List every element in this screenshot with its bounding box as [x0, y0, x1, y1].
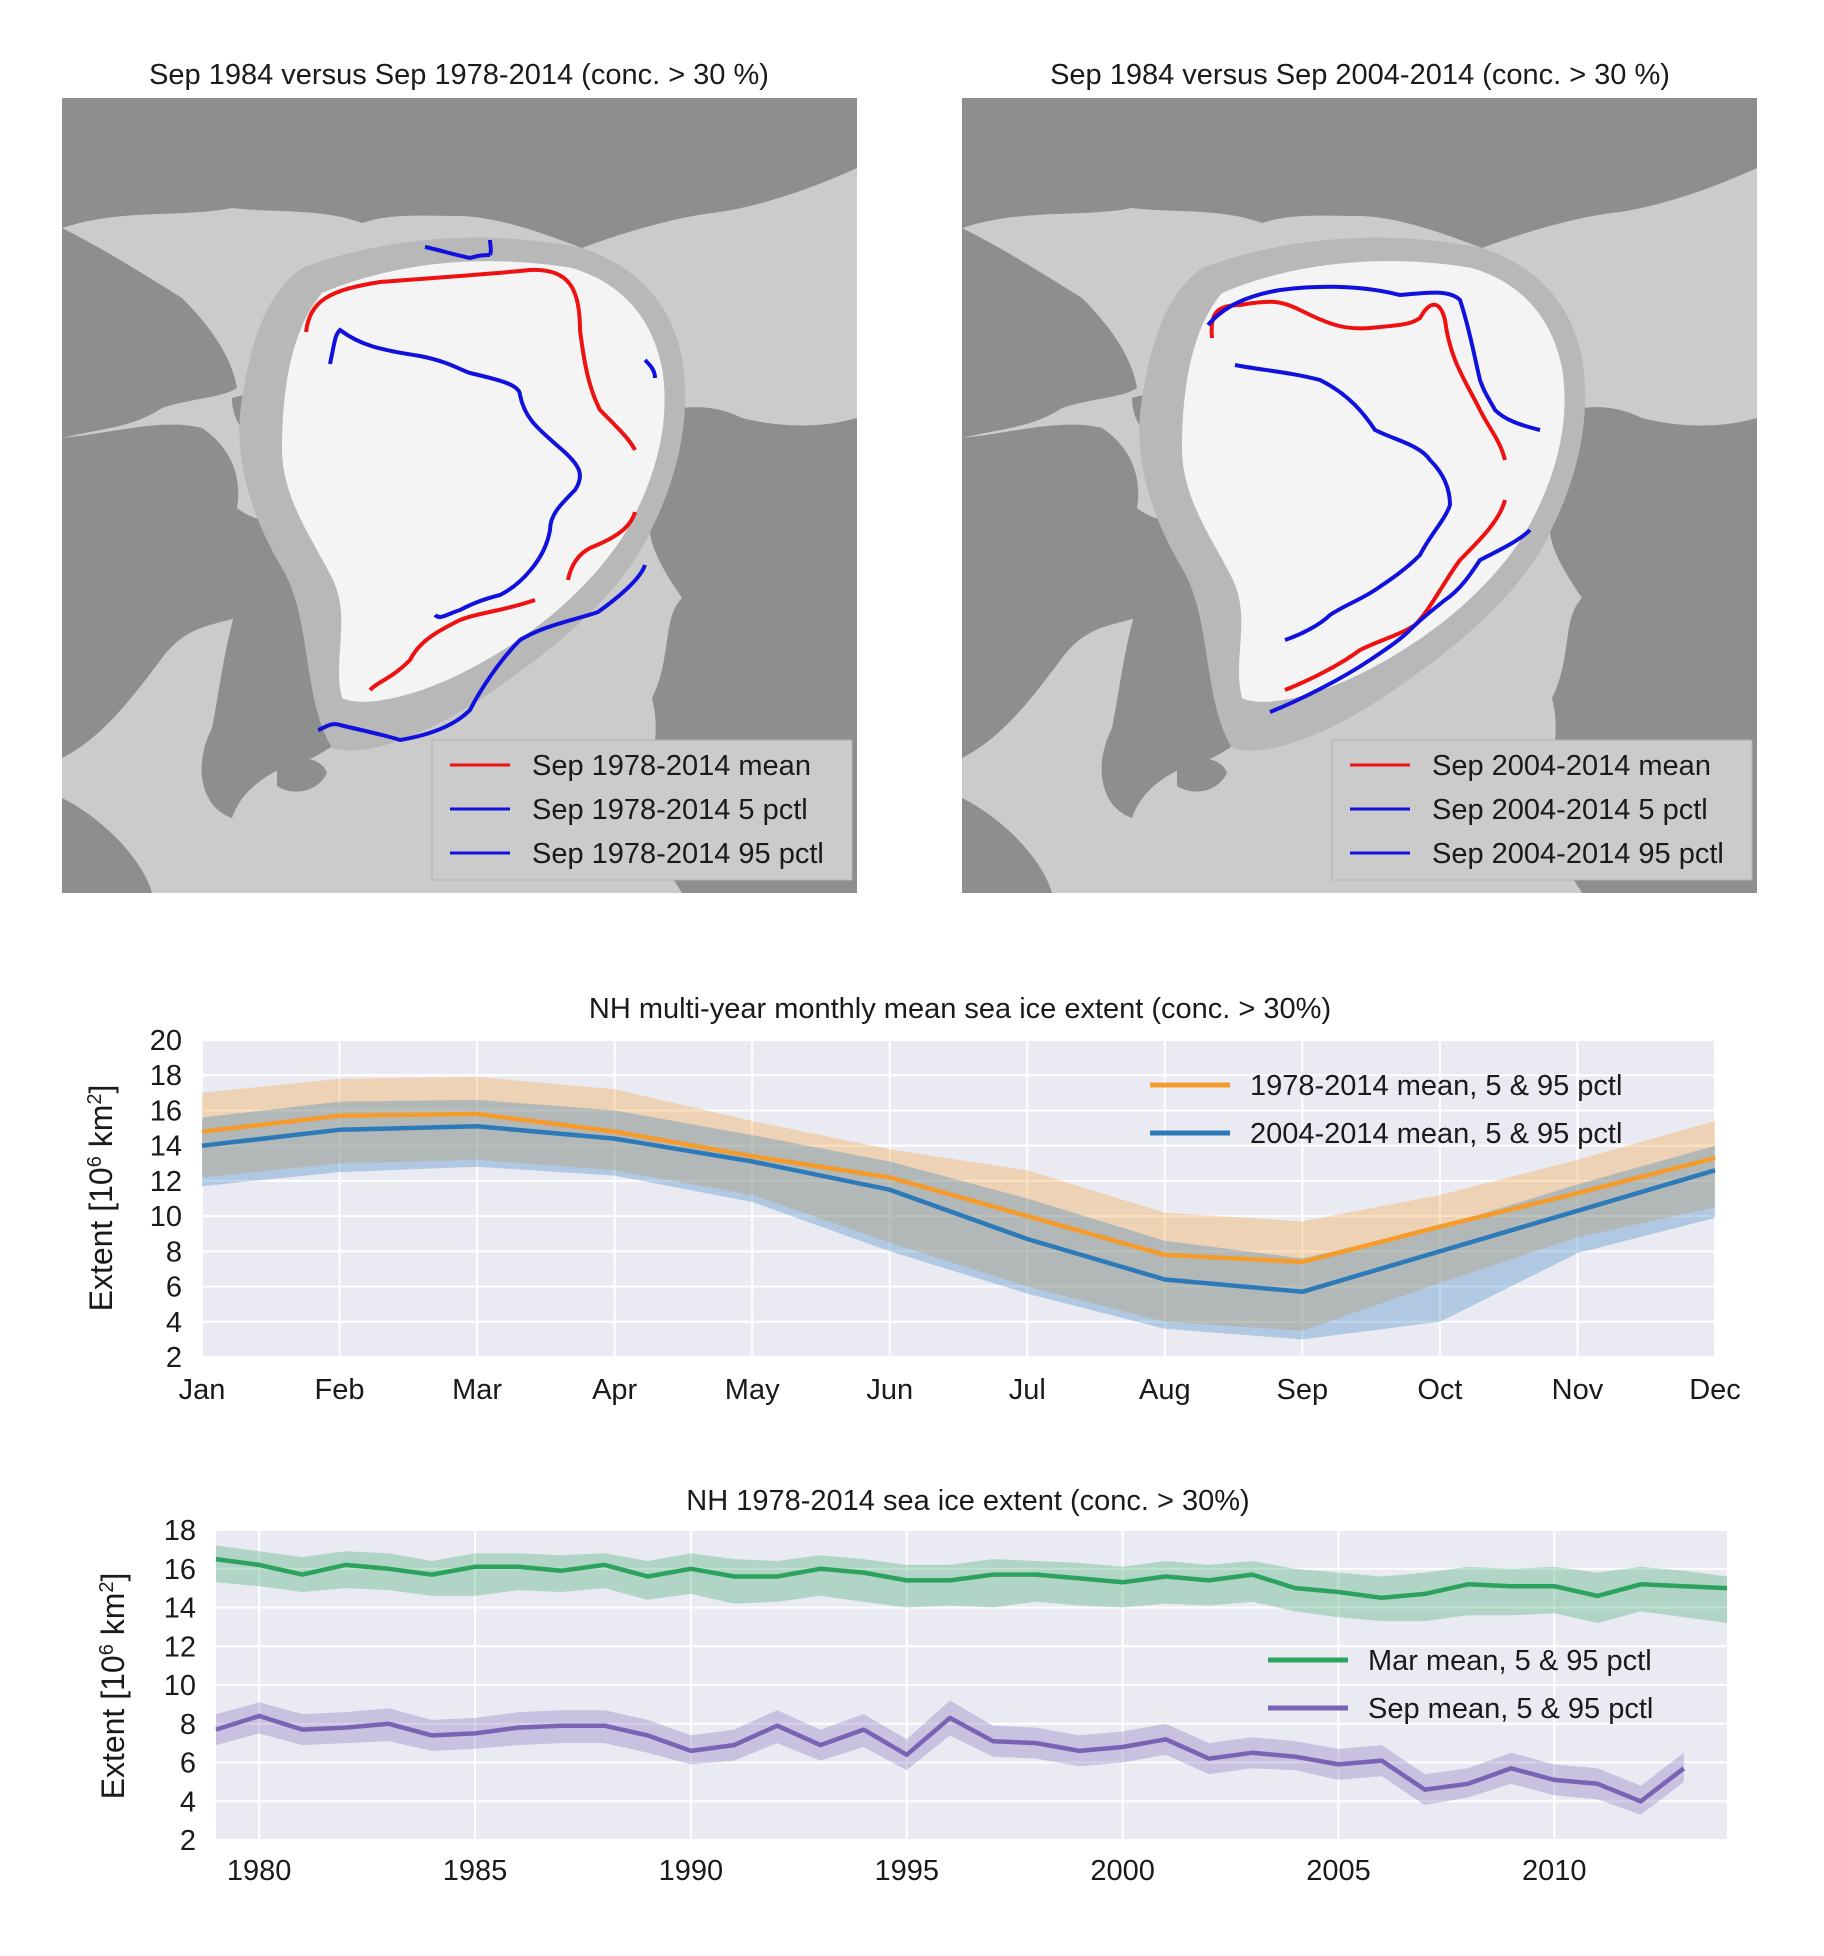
legend-label: Sep 2004-2014 95 pctl: [1432, 838, 1724, 870]
y-tick-label: 6: [166, 1272, 182, 1304]
x-tick-label: Jun: [866, 1374, 913, 1406]
legend-label: Sep 1978-2014 mean: [532, 750, 811, 782]
legend-label: 2004-2014 mean, 5 & 95 pctl: [1250, 1118, 1622, 1150]
y-tick-label: 8: [166, 1236, 182, 1268]
chart-2-title: NH 1978-2014 sea ice extent (conc. > 30%…: [686, 1485, 1249, 1517]
x-tick-label: Sep: [1277, 1374, 1329, 1406]
x-tick-label: 1980: [227, 1855, 292, 1887]
legend-label: Sep 2004-2014 5 pctl: [1432, 794, 1708, 826]
y-tick-label: 4: [166, 1307, 182, 1339]
annual-extent-chart: NH 1978-2014 sea ice extent (conc. > 30%…: [95, 1485, 1728, 1887]
x-tick-label: Mar: [452, 1374, 502, 1406]
y-tick-label: 10: [164, 1670, 196, 1702]
map-1-title: Sep 1984 versus Sep 1978-2014 (conc. > 3…: [149, 59, 769, 91]
y-tick-label: 2: [180, 1825, 196, 1857]
map-1-basemap: [62, 98, 857, 893]
x-tick-label: Feb: [315, 1374, 365, 1406]
y-tick-label: 8: [180, 1709, 196, 1741]
series-line: [215, 1556, 1728, 1601]
monthly-extent-chart: NH multi-year monthly mean sea ice exten…: [83, 993, 1741, 1406]
series-line: [201, 1111, 1716, 1265]
chart-1-legend: 1978-2014 mean, 5 & 95 pctl 2004-2014 mea…: [1150, 1070, 1622, 1150]
chart-1-title: NH multi-year monthly mean sea ice exten…: [589, 993, 1331, 1025]
x-tick-label: Oct: [1417, 1374, 1462, 1406]
map-2-basemap: [962, 98, 1757, 893]
map-2-legend: Sep 2004-2014 mean Sep 2004-2014 5 pctl …: [1331, 739, 1753, 881]
x-tick-label: Nov: [1552, 1374, 1604, 1406]
x-tick-label: Apr: [592, 1374, 637, 1406]
map-1-5pctl-contour: [328, 327, 582, 620]
map-panel-1: Sep 1984 versus Sep 1978-2014 (conc. > 3…: [62, 59, 857, 893]
map-2-title: Sep 1984 versus Sep 2004-2014 (conc. > 3…: [1050, 59, 1670, 91]
series-line: [201, 1124, 1716, 1295]
map-panel-2: Sep 1984 versus Sep 2004-2014 (conc. > 3…: [962, 59, 1757, 893]
percentile-band: [216, 1700, 1684, 1815]
x-tick-label: 1985: [443, 1855, 508, 1887]
series-line: [215, 1713, 1686, 1804]
legend-label: Sep 1978-2014 95 pctl: [532, 838, 824, 870]
y-tick-label: 14: [164, 1593, 196, 1625]
x-tick-label: May: [725, 1374, 780, 1406]
y-tick-label: 18: [150, 1060, 182, 1092]
chart-1-ylabel: Extent [106 km2]: [83, 1085, 119, 1312]
x-tick-label: Aug: [1139, 1374, 1191, 1406]
legend-label: Mar mean, 5 & 95 pctl: [1368, 1645, 1652, 1677]
y-tick-label: 2: [166, 1342, 182, 1374]
legend-label: Sep 1978-2014 5 pctl: [532, 794, 808, 826]
y-tick-label: 18: [164, 1515, 196, 1547]
y-tick-label: 12: [150, 1166, 182, 1198]
y-tick-label: 14: [150, 1131, 182, 1163]
chart-2-ylabel: Extent [106 km2]: [95, 1573, 131, 1800]
y-tick-label: 16: [164, 1554, 196, 1586]
x-tick-label: 2010: [1522, 1855, 1587, 1887]
x-tick-label: Jul: [1009, 1374, 1046, 1406]
y-tick-label: 10: [150, 1201, 182, 1233]
map-1-legend: Sep 1978-2014 mean Sep 1978-2014 5 pctl …: [431, 739, 853, 881]
x-tick-label: 2005: [1306, 1855, 1371, 1887]
legend-label: 1978-2014 mean, 5 & 95 pctl: [1250, 1070, 1622, 1102]
y-tick-label: 6: [180, 1748, 196, 1780]
x-tick-label: 2000: [1090, 1855, 1155, 1887]
map-1-95pctl-contour: [317, 239, 657, 743]
percentile-band: [202, 1077, 1715, 1331]
y-tick-label: 20: [150, 1025, 182, 1057]
chart-2-legend: Mar mean, 5 & 95 pctl Sep mean, 5 & 95 pc…: [1268, 1645, 1653, 1725]
x-tick-label: Dec: [1689, 1374, 1741, 1406]
y-tick-label: 12: [164, 1631, 196, 1663]
map-1-mean-contour: [304, 267, 637, 692]
legend-label: Sep 2004-2014 mean: [1432, 750, 1711, 782]
y-tick-label: 16: [150, 1095, 182, 1127]
map-2-95pctl-contour: [1206, 284, 1541, 714]
y-tick-label: 4: [180, 1786, 196, 1818]
x-tick-label: 1995: [874, 1855, 939, 1887]
legend-label: Sep mean, 5 & 95 pctl: [1368, 1693, 1653, 1725]
map-2-5pctl-contour: [1234, 363, 1453, 642]
x-tick-label: Jan: [179, 1374, 226, 1406]
x-tick-label: 1990: [659, 1855, 724, 1887]
